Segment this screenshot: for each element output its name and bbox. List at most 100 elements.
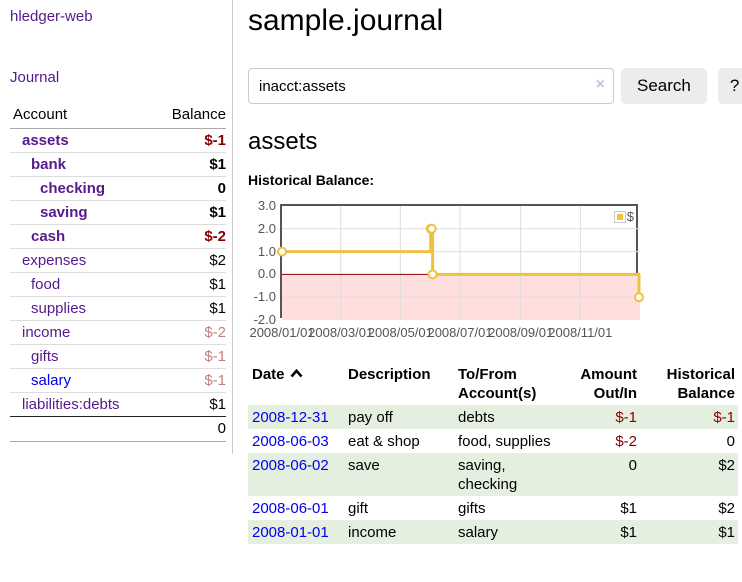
account-link[interactable]: expenses [22,252,87,269]
account-row: expenses $2 [10,248,226,273]
nav-journal-link[interactable]: Journal [10,69,60,86]
account-link[interactable]: income [22,324,71,341]
transaction-balance: $-1 [713,409,735,426]
transaction-row: 2008-06-03 eat & shop food, supplies $-2 0 [248,429,738,453]
account-row: income $-2 [10,320,226,345]
account-balance: $1 [151,152,226,177]
account-row: assets $-1 [10,129,226,153]
legend-swatch [614,211,625,222]
account-heading: assets [248,128,318,155]
account-link[interactable]: food [31,276,61,293]
account-row: salary $-1 [10,368,226,393]
help-button[interactable]: ? [717,68,742,104]
transaction-description: pay off [348,409,393,426]
register-header-description: Description [348,366,431,383]
account-cell: supplies [10,296,152,321]
transaction-balance: $2 [718,457,735,474]
accounts-header-row: Account Balance [10,104,226,129]
account-balance: $-2 [151,320,226,345]
y-axis-tick-label: 3.0 [257,198,276,213]
search-input[interactable] [248,68,614,104]
account-link[interactable]: checking [40,180,106,197]
account-link[interactable]: gifts [31,348,59,365]
account-cell: checking [10,176,152,201]
clear-search-icon[interactable]: × [595,76,605,93]
account-cell: salary [10,368,152,393]
y-axis-tick-label: 1.0 [257,243,276,259]
account-link[interactable]: saving [40,204,88,221]
transaction-description: eat & shop [348,433,420,450]
transaction-accounts: food, supplies [458,433,551,450]
account-cell: expenses [10,248,152,273]
x-axis-tick-label: 2008/11/01 [548,325,613,340]
register-header-date[interactable]: Date [248,363,344,405]
sidebar: hledger-web Journal Account Balance asse… [0,0,233,454]
chart-plot: $ [277,204,644,320]
account-cell: liabilities:debts [10,392,152,417]
account-cell: saving [10,200,152,225]
transaction-date-cell: 2008-01-01 [248,520,344,544]
register-header-row: Date Description To/From Account(s) Amou… [248,363,738,405]
transaction-date-link[interactable]: 2008-06-01 [252,500,329,517]
transaction-date-link[interactable]: 2008-06-02 [252,457,329,474]
transaction-date-cell: 2008-06-01 [248,496,344,520]
main-content: sample.journal × Search ? assets Histori… [233,0,742,564]
y-axis-tick-label: 0.0 [257,266,276,282]
account-row: cash $-2 [10,224,226,249]
account-balance: $-1 [151,344,226,369]
app-brand: hledger-web [10,8,226,25]
transaction-date-link[interactable]: 2008-12-31 [252,409,329,426]
transaction-date-link[interactable]: 2008-06-03 [252,433,329,450]
account-balance: $1 [151,200,226,225]
transaction-amount: $1 [620,500,637,517]
transaction-date-link[interactable]: 2008-01-01 [252,524,329,541]
accounts-table-body: assets $-1 bank $1 checking 0 saving $1 cash $-2 e… [10,129,226,417]
transaction-date-cell: 2008-12-31 [248,405,344,429]
search-button[interactable]: Search [621,68,707,104]
transaction-date-cell: 2008-06-03 [248,429,344,453]
app: hledger-web Journal Account Balance asse… [0,0,742,564]
transaction-amount: $-1 [615,409,637,426]
x-axis-tick-label: 2008/03/01 [308,325,374,340]
account-link[interactable]: salary [31,372,72,389]
transaction-amount: $1 [620,524,637,541]
page-title: sample.journal [248,4,444,37]
account-row: gifts $-1 [10,344,226,369]
app-brand-link[interactable]: hledger-web [10,8,93,25]
chart: $ 3.0 2.0 1.0 0.0 -1.0 -2.0 2008/01/01 2008/03/… [248,198,742,343]
x-axis-tick-label: 2008/05/01 [367,325,433,340]
transaction-description: save [348,457,380,474]
transaction-amount: $-2 [615,433,637,450]
account-link[interactable]: supplies [31,300,87,317]
account-balance: $1 [151,272,226,297]
register-table: Date Description To/From Account(s) Amou… [248,363,738,544]
transaction-row: 2008-06-02 save saving, checking 0 $2 [248,453,738,496]
search-box: × [248,68,614,104]
y-axis-tick-label: -2.0 [253,312,276,327]
account-cell: income [10,320,152,345]
y-axis-tick-label: -1.0 [253,289,276,305]
y-axis-tick-label: 2.0 [257,220,276,236]
account-link[interactable]: liabilities:debts [22,396,120,413]
sidebar-nav: Journal [10,69,226,86]
account-balance: $1 [151,296,226,321]
accounts-total-value: 0 [151,416,226,442]
account-link[interactable]: assets [22,132,69,149]
transaction-accounts: salary [458,524,499,541]
account-row: supplies $1 [10,296,226,321]
x-axis-tick-label: 2008/01/01 [249,325,315,340]
legend-label: $ [626,209,634,224]
register-table-body: 2008-12-31 pay off debts $-1 $-1 2008-06-03 ea… [248,405,738,544]
sort-ascending-icon [290,368,302,378]
account-cell: food [10,272,152,297]
account-balance: $-1 [204,132,226,149]
register-header-amount: Amount Out/In [580,366,637,402]
account-link[interactable]: bank [31,156,67,173]
account-balance: $1 [151,392,226,417]
transaction-accounts: saving, checking [458,457,518,493]
transaction-row: 2008-06-01 gift gifts $1 $2 [248,496,738,520]
account-row: checking 0 [10,176,226,201]
transaction-amount: 0 [628,457,637,474]
chart-legend: $ [614,209,634,224]
account-link[interactable]: cash [31,228,66,245]
